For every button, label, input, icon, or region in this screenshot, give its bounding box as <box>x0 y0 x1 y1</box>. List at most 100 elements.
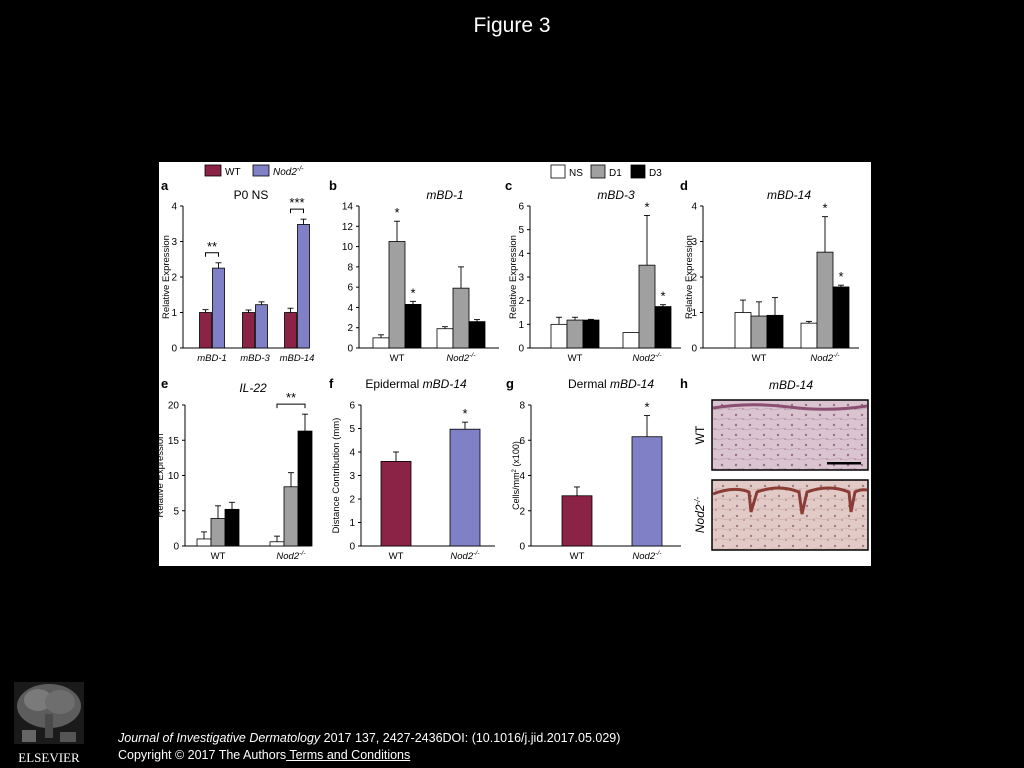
legend-label-d1: D1 <box>609 168 622 179</box>
panel-letter-h: h <box>680 376 688 391</box>
y-axis-label-e: Relative Expression <box>159 434 166 518</box>
elsevier-logo: ELSEVIER <box>14 682 84 765</box>
panel-title-e: IL-22 <box>239 381 267 395</box>
significance-stars-e: ** <box>286 390 296 405</box>
x-tick-label-a: mBD-14 <box>280 353 315 364</box>
y-tick-label-a: 2 <box>171 273 177 284</box>
y-tick-label-d: 2 <box>691 273 697 284</box>
bar-b <box>436 328 454 349</box>
publisher-wordmark: ELSEVIER <box>18 750 80 765</box>
significance-bracket-a <box>205 252 219 257</box>
legend-swatch-nod2 <box>252 164 270 177</box>
x-tick-label-c: Nod2-/- <box>632 352 662 364</box>
panel-title-f: Epidermal mBD-14 <box>365 377 467 391</box>
bar-a <box>297 224 310 349</box>
x-tick-label-f: WT <box>389 551 404 562</box>
legend-label-ns: NS <box>569 168 583 179</box>
y-tick-label-c: 4 <box>518 249 524 260</box>
y-tick-label-b: 4 <box>347 303 353 314</box>
y-tick-label-e: 0 <box>173 542 179 553</box>
significance-bracket-e <box>276 403 306 409</box>
y-tick-label-c: 2 <box>518 296 524 307</box>
x-tick-label-g: WT <box>570 551 585 562</box>
terms-and-conditions-link[interactable]: Terms and Conditions <box>286 748 411 762</box>
y-tick-label-g: 8 <box>519 401 525 412</box>
panel-a: a P0 NS Relative Expression 0 1 2 3 4 mBD-1 mBD-3… <box>161 178 314 364</box>
y-tick-label-b: 0 <box>347 344 353 355</box>
panel-d: d mBD-14 Relative Expression 0 1 2 3 4 WT Nod2-/-… <box>680 178 859 364</box>
y-axis-label-d: Relative Expression <box>684 235 695 319</box>
y-tick-label-b: 14 <box>342 202 354 213</box>
tree-emblem-icon <box>14 682 84 744</box>
significance-star-f: * <box>462 406 467 421</box>
x-tick-label-f: Nod2-/- <box>450 550 480 562</box>
bar-a <box>199 312 212 349</box>
y-tick-label-f: 3 <box>349 471 355 482</box>
bar-e <box>224 508 240 547</box>
bar-b <box>452 287 470 349</box>
y-tick-label-e: 10 <box>168 471 180 482</box>
bar-b <box>372 337 390 349</box>
epidermis-layer-nod2 <box>712 486 868 515</box>
y-tick-label-b: 8 <box>347 262 353 273</box>
significance-star-c: * <box>644 199 649 214</box>
y-tick-label-g: 6 <box>519 436 525 447</box>
bar-b <box>468 321 486 349</box>
y-tick-label-e: 5 <box>173 506 179 517</box>
bar-d <box>800 322 818 349</box>
x-tick-label-g: Nod2-/- <box>632 550 662 562</box>
bar-g <box>561 495 593 547</box>
legend-swatch-d1 <box>590 164 606 179</box>
significance-star-d: * <box>822 201 827 216</box>
y-axis-label-a: Relative Expression <box>161 235 172 319</box>
y-axis-label-f: Distance Contribution (mm) <box>331 418 342 534</box>
y-tick-label-b: 12 <box>342 222 354 233</box>
significance-star-d: * <box>838 269 843 284</box>
y-tick-label-f: 5 <box>349 424 355 435</box>
y-axis-label-c: Relative Expression <box>508 235 519 319</box>
panel-f: f Epidermal mBD-14 Distance Contribution (… <box>329 376 495 562</box>
bar-c <box>566 319 584 349</box>
histology-image-wt <box>711 399 869 471</box>
legend-swatch-d3 <box>630 164 646 179</box>
significance-star-c: * <box>660 289 665 304</box>
scale-bar <box>827 462 861 465</box>
y-tick-label-e: 15 <box>168 436 180 447</box>
citation-line: Journal of Investigative Dermatology 201… <box>118 731 620 745</box>
panel-h: h mBD-14 WT Nod2-/- <box>680 376 869 551</box>
bar-a <box>242 312 255 349</box>
x-tick-label-b: WT <box>390 353 405 364</box>
y-tick-label-f: 6 <box>349 401 355 412</box>
bar-d <box>766 314 784 349</box>
panel-letter-c: c <box>505 178 512 193</box>
panel-e: e IL-22 Relative Expression 0 5 10 15 20 WT Nod2-… <box>159 376 313 562</box>
bar-c <box>550 323 568 349</box>
bar-c <box>622 332 640 349</box>
y-tick-label-b: 6 <box>347 283 353 294</box>
significance-stars-a: ** <box>207 239 217 254</box>
bar-a <box>255 304 268 349</box>
panel-letter-f: f <box>329 376 334 391</box>
y-tick-label-e: 20 <box>168 401 180 412</box>
y-tick-label-d: 0 <box>691 344 697 355</box>
histology-row-label: Nod2-/- <box>693 497 707 534</box>
legend-timepoint: NS D1 D3 <box>550 164 662 179</box>
panel-title-d: mBD-14 <box>767 188 811 202</box>
histology-image-nod2 <box>711 479 869 551</box>
bar-g <box>631 436 663 547</box>
panel-letter-e: e <box>161 376 168 391</box>
bar-a <box>212 267 225 349</box>
citation-details: 2017 137, 2427-2436DOI: (10.1016/j.jid.2… <box>320 731 621 745</box>
x-tick-label-c: WT <box>568 353 583 364</box>
bar-e <box>269 541 285 547</box>
figure-3-panel: WT Nod2-/- NS D1 D3 a P0 NS Relative Expression… <box>159 162 871 566</box>
journal-name: Journal of Investigative Dermatology <box>118 731 321 745</box>
legend-swatch-ns <box>550 164 566 179</box>
x-tick-label-e: WT <box>211 551 226 562</box>
bar-c <box>654 306 672 349</box>
y-tick-label-g: 0 <box>519 542 525 553</box>
bar-c <box>638 264 656 349</box>
y-tick-label-c: 0 <box>518 344 524 355</box>
bar-d <box>816 251 834 349</box>
bar-d <box>750 315 768 349</box>
